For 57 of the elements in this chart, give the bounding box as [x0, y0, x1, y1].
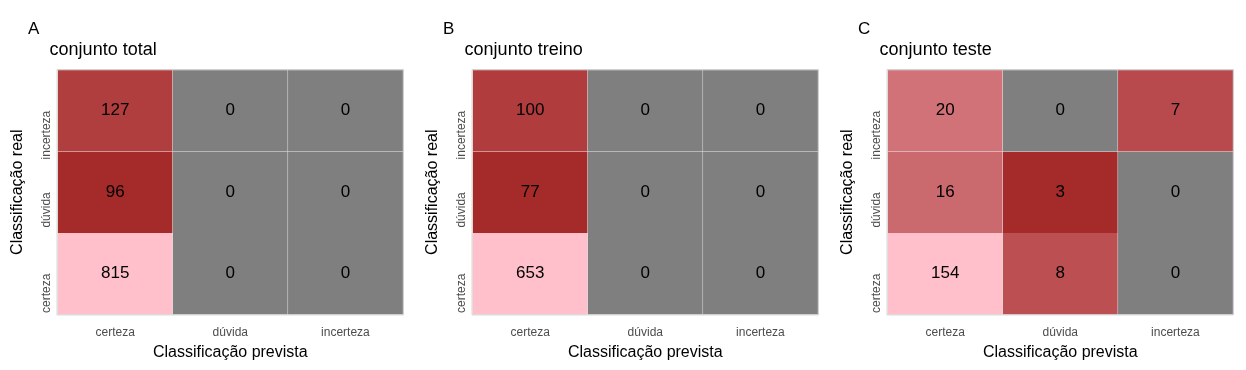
data-label: 0 — [1055, 100, 1066, 120]
x-tick-label: dúvida — [627, 324, 664, 339]
x-axis-title: Classificação prevista — [567, 342, 723, 360]
y-axis-title: Classificação real — [8, 129, 26, 255]
data-label: 0 — [640, 100, 651, 120]
y-tick-label: dúvida — [453, 191, 468, 228]
y-tick-label: incerteza — [38, 110, 53, 160]
y-tick-label: dúvida — [38, 191, 53, 228]
chart-title: conjunto treino — [464, 39, 583, 59]
data-label: 8 — [1055, 263, 1066, 283]
x-tick-label: dúvida — [212, 324, 249, 339]
data-label: 127 — [100, 100, 130, 120]
data-label: 20 — [935, 100, 955, 120]
data-label: 0 — [1170, 181, 1181, 201]
x-axis-title: Classificação prevista — [982, 342, 1138, 360]
x-tick-label: certeza — [925, 324, 966, 339]
y-tick-label: incerteza — [868, 110, 883, 160]
data-label: 0 — [225, 263, 236, 283]
y-tick-label: certeza — [453, 273, 468, 314]
data-label: 100 — [515, 100, 545, 120]
text: A — [28, 19, 40, 38]
x-tick-label: certeza — [95, 324, 136, 339]
data-label: 0 — [1170, 263, 1181, 283]
data-label: 0 — [340, 263, 351, 283]
y-axis-title: Classificação real — [423, 129, 441, 255]
x-tick-label: incerteza — [1151, 324, 1201, 339]
y-tick-label: incerteza — [453, 110, 468, 160]
data-label: 815 — [100, 263, 130, 283]
data-label: 0 — [340, 181, 351, 201]
data-label: 96 — [105, 181, 125, 201]
data-label: 16 — [935, 181, 955, 201]
x-tick-label: incerteza — [321, 324, 371, 339]
y-tick-label: certeza — [38, 273, 53, 314]
x-axis-title: Classificação prevista — [152, 342, 308, 360]
data-label: 0 — [755, 263, 766, 283]
y-tick-label: dúvida — [868, 191, 883, 228]
data-label: 154 — [930, 263, 960, 283]
x-tick-label: dúvida — [1042, 324, 1079, 339]
data-label: 0 — [640, 181, 651, 201]
data-label: 0 — [755, 181, 766, 201]
y-axis-title: Classificação real — [838, 129, 856, 255]
data-label: 0 — [640, 263, 651, 283]
x-tick-label: certeza — [510, 324, 551, 339]
data-label: 3 — [1055, 181, 1066, 201]
x-tick-label: incerteza — [736, 324, 786, 339]
chart-title: conjunto total — [49, 39, 157, 59]
data-label: 0 — [225, 100, 236, 120]
chart-title: conjunto teste — [879, 39, 992, 59]
text: C — [858, 19, 871, 38]
data-label: 7 — [1170, 100, 1181, 120]
data-label: 653 — [515, 263, 545, 283]
text: B — [443, 19, 455, 38]
data-label: 0 — [340, 100, 351, 120]
y-tick-label: certeza — [868, 273, 883, 314]
data-label: 0 — [755, 100, 766, 120]
data-label: 77 — [520, 181, 540, 201]
data-label: 0 — [225, 181, 236, 201]
